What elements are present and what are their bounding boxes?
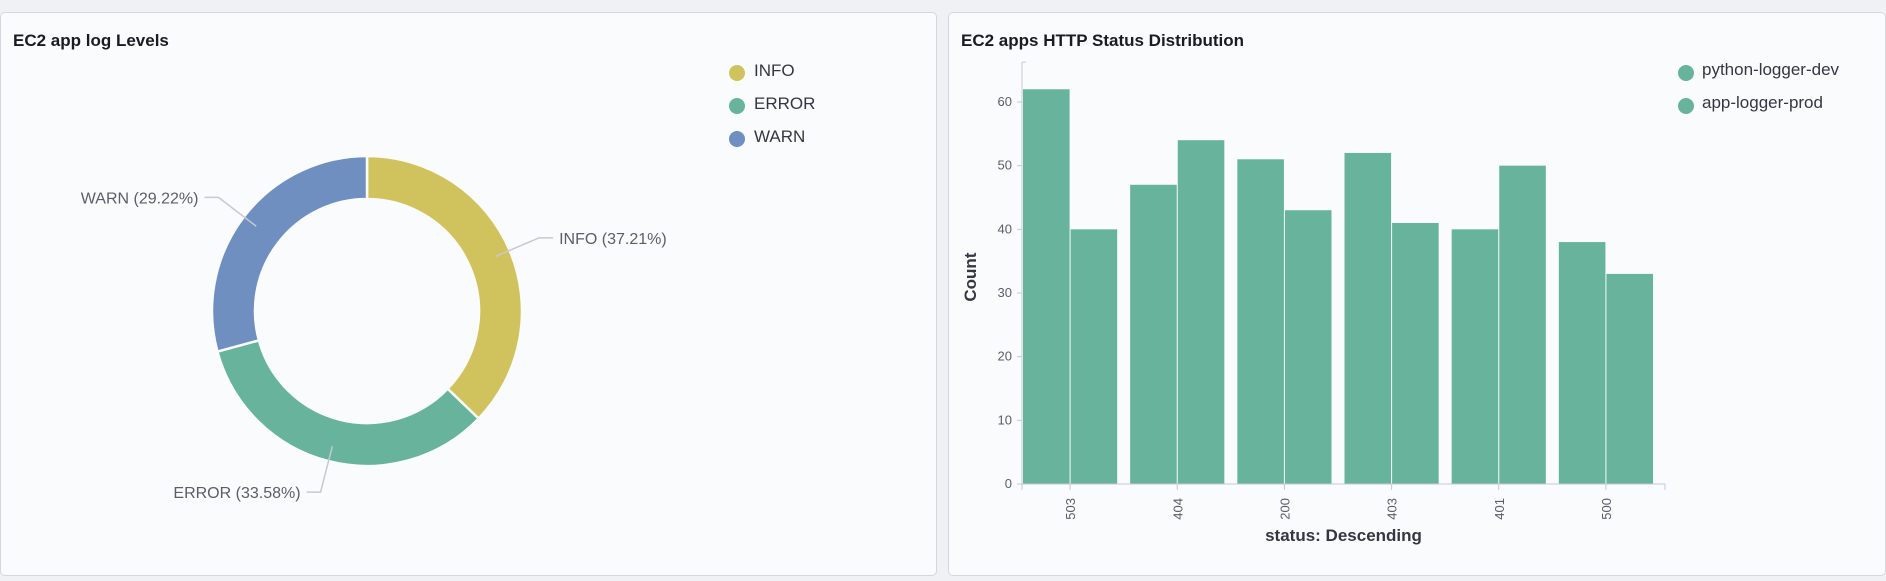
legend-label-warn[interactable]: WARN [754,127,805,146]
bar-python-logger-dev-404[interactable] [1130,184,1177,484]
bar-app-logger-prod-404[interactable] [1177,140,1225,484]
bar-python-logger-dev-500[interactable] [1558,242,1606,484]
bar-python-logger-dev-200[interactable] [1237,159,1284,485]
log-levels-donut-chart: INFO (37.21%) ERROR (33.58%) WARN (29.22%)… [81,61,816,502]
legend-label-error[interactable]: ERROR [754,94,815,113]
x-tick-label-200: 200 [1277,498,1292,520]
bar-python-logger-dev-401[interactable] [1451,229,1499,484]
legend-label-app-logger-prod[interactable]: app-logger-prod [1702,93,1823,112]
leader-line-info [495,237,554,258]
legend-label-info[interactable]: INFO [754,61,795,80]
donut-slice-error[interactable] [215,338,481,468]
y-tick-label: 60 [998,94,1012,109]
bar-app-logger-prod-500[interactable] [1606,273,1653,484]
y-tick-label: 20 [998,349,1012,364]
slice-label-error: ERROR (33.58%) [173,485,300,502]
slice-label-warn: WARN (29.22%) [81,190,199,207]
legend-label-python-logger-dev[interactable]: python-logger-dev [1702,60,1840,79]
x-tick-label-500: 500 [1599,498,1614,520]
donut-slice-info[interactable] [365,154,524,421]
y-axis-title: Count [961,252,980,301]
legend-swatch-warn [729,131,745,147]
slice-label-info: INFO (37.21%) [559,231,667,248]
leader-line-warn [204,196,257,227]
x-axis-title: status: Descending [1265,526,1422,545]
legend-swatch-error [729,98,745,114]
x-tick-label-401: 401 [1492,498,1507,520]
x-tick-label-403: 403 [1385,498,1400,520]
y-tick-label: 10 [998,412,1012,427]
y-tick-label: 30 [998,285,1012,300]
y-tick-label: 50 [998,158,1012,173]
bar-python-logger-dev-403[interactable] [1344,152,1392,484]
bar-app-logger-prod-503[interactable] [1070,229,1118,484]
bar-python-logger-dev-503[interactable] [1023,89,1070,485]
http-status-panel: EC2 apps HTTP Status Distribution 0 10 20 3… [948,12,1886,576]
y-tick-label: 0 [1005,476,1012,491]
bar-app-logger-prod-403[interactable] [1392,222,1439,484]
x-tick-label-503: 503 [1063,498,1078,520]
bar-app-logger-prod-200[interactable] [1284,210,1332,484]
legend-swatch-info [729,65,745,81]
http-status-bar-chart: 0 10 20 30 40 50 60 Count 503 404 200 403 401 500 stat… [961,60,1840,545]
bar-app-logger-prod-401[interactable] [1499,165,1546,484]
legend-swatch-python-logger-dev [1678,65,1694,81]
panel-title: EC2 apps HTTP Status Distribution [961,31,1245,50]
x-tick-label-404: 404 [1170,498,1185,520]
donut-slice-warn[interactable] [210,154,369,354]
leader-line-error [306,445,334,493]
panel-title: EC2 app log Levels [13,31,169,50]
y-tick-label: 40 [998,221,1012,236]
legend-swatch-app-logger-prod [1678,98,1694,114]
log-levels-panel: EC2 app log Levels INFO (37.21%) ERROR (3… [0,12,937,576]
